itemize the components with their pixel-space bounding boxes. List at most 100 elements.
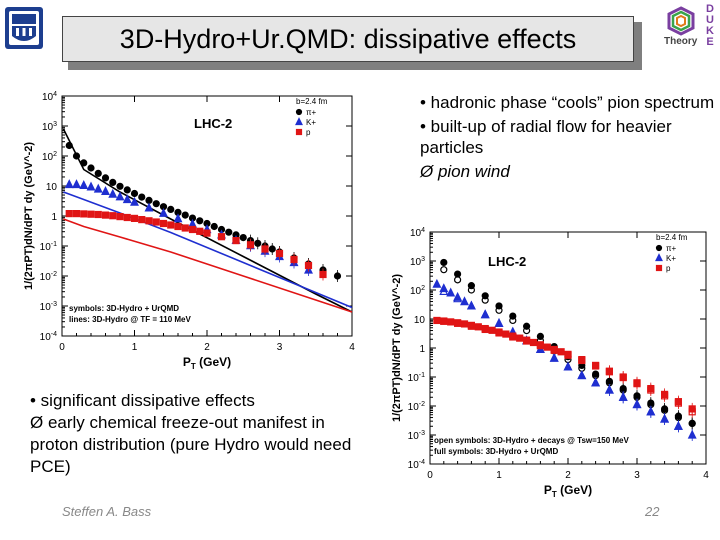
bullet-pion-wind: Ø pion wind <box>420 162 510 181</box>
data-point <box>159 219 168 228</box>
data-point <box>550 346 558 354</box>
data-point <box>290 255 298 264</box>
data-point <box>123 186 131 194</box>
data-point <box>130 189 139 198</box>
data-point <box>145 196 153 205</box>
x-tick-label: 1 <box>496 470 502 481</box>
data-point <box>93 183 103 193</box>
data-point <box>516 334 524 342</box>
data-point <box>275 249 284 258</box>
data-point <box>529 338 538 347</box>
data-point <box>563 361 573 371</box>
data-point <box>80 159 88 167</box>
legend-marker <box>655 253 663 262</box>
data-point <box>94 210 102 219</box>
data-point <box>130 214 139 222</box>
series-group <box>433 316 696 415</box>
data-point <box>543 343 551 351</box>
data-point <box>159 207 168 217</box>
data-point <box>460 320 469 328</box>
data-point <box>319 270 327 279</box>
data-point <box>604 384 614 394</box>
y-tick-label: 104 <box>42 91 57 103</box>
x-tick-label: 2 <box>565 470 571 481</box>
series-group <box>440 317 696 418</box>
bullet-chemical-freezeout: Ø early chemical freeze-out manifest in … <box>30 413 352 476</box>
data-point <box>174 222 182 231</box>
data-point <box>523 337 531 345</box>
data-point <box>481 296 489 304</box>
data-point <box>688 419 696 427</box>
x-tick-label: 2 <box>204 342 210 353</box>
y-tick-label: 103 <box>42 121 57 133</box>
legend-entry: p <box>666 264 671 273</box>
data-point <box>116 213 124 221</box>
y-tick-label: 10-2 <box>40 271 57 283</box>
data-point <box>509 333 517 341</box>
data-point <box>122 194 132 204</box>
y-axis-label: 1/(2πPT)dN/dPT dy (GeV^-2) <box>23 142 35 290</box>
chart-title: LHC-2 <box>488 254 526 269</box>
data-point <box>145 217 153 225</box>
bullet-radial-flow: • built-up of radial flow for heavier pa… <box>420 117 672 157</box>
data-point <box>674 399 682 407</box>
data-point <box>440 317 448 325</box>
data-point <box>72 152 81 160</box>
data-point <box>633 380 641 388</box>
data-point <box>447 318 455 326</box>
chart-annotation: lines: 3D-Hydro @ TF = 110 MeV <box>69 315 192 324</box>
data-point <box>115 191 125 201</box>
data-point <box>72 179 81 189</box>
logo-letter-k: K <box>706 25 714 37</box>
y-axis-label: 1/(2πPT)dN/dPT dy (GeV^-2) <box>391 274 403 422</box>
hydro-line <box>63 218 353 313</box>
y-tick-label: 10 <box>46 182 58 193</box>
data-point <box>232 237 240 245</box>
data-point <box>123 213 131 222</box>
logo-theory-label: Theory <box>664 36 698 47</box>
data-point <box>495 306 503 314</box>
chart-annotation: open symbols: 3D-Hydro + decays @ Tsw=15… <box>434 436 629 445</box>
data-point <box>440 266 448 274</box>
data-point <box>167 205 175 214</box>
series-group <box>439 286 683 433</box>
data-point <box>79 180 89 190</box>
data-point <box>196 227 204 235</box>
y-tick-label: 10-4 <box>40 331 57 343</box>
legend-marker <box>295 108 303 116</box>
y-tick-label: 10-1 <box>40 241 57 253</box>
data-point <box>488 326 496 334</box>
data-point <box>144 202 154 212</box>
data-point <box>509 316 517 325</box>
duke-theory-icon <box>667 6 695 36</box>
data-point <box>246 241 255 249</box>
x-tick-label: 3 <box>634 470 640 481</box>
data-point <box>101 174 110 182</box>
x-axis-label: PT (GeV) <box>183 355 231 371</box>
data-point <box>72 209 81 218</box>
data-point <box>480 309 490 319</box>
data-point <box>217 233 226 241</box>
y-tick-label: 10-2 <box>408 401 425 413</box>
data-point <box>467 322 476 330</box>
x-tick-label: 0 <box>427 470 433 481</box>
data-point <box>453 270 462 278</box>
data-point <box>433 316 441 325</box>
legend-entry: π+ <box>666 244 677 253</box>
data-point <box>188 225 197 234</box>
x-tick-label: 4 <box>703 470 709 481</box>
data-point <box>549 352 559 362</box>
legend-entry: K+ <box>666 254 676 263</box>
data-point <box>592 362 600 370</box>
data-point <box>152 200 160 208</box>
hydro-line <box>62 128 353 313</box>
chart-annotation: symbols: 3D-Hydro + UrQMD <box>69 304 179 313</box>
y-tick-label: 102 <box>410 285 425 297</box>
data-point <box>80 210 88 218</box>
data-point <box>65 141 73 150</box>
data-point <box>261 245 269 253</box>
logo-letter-d: D <box>706 3 714 15</box>
data-point <box>109 178 117 187</box>
